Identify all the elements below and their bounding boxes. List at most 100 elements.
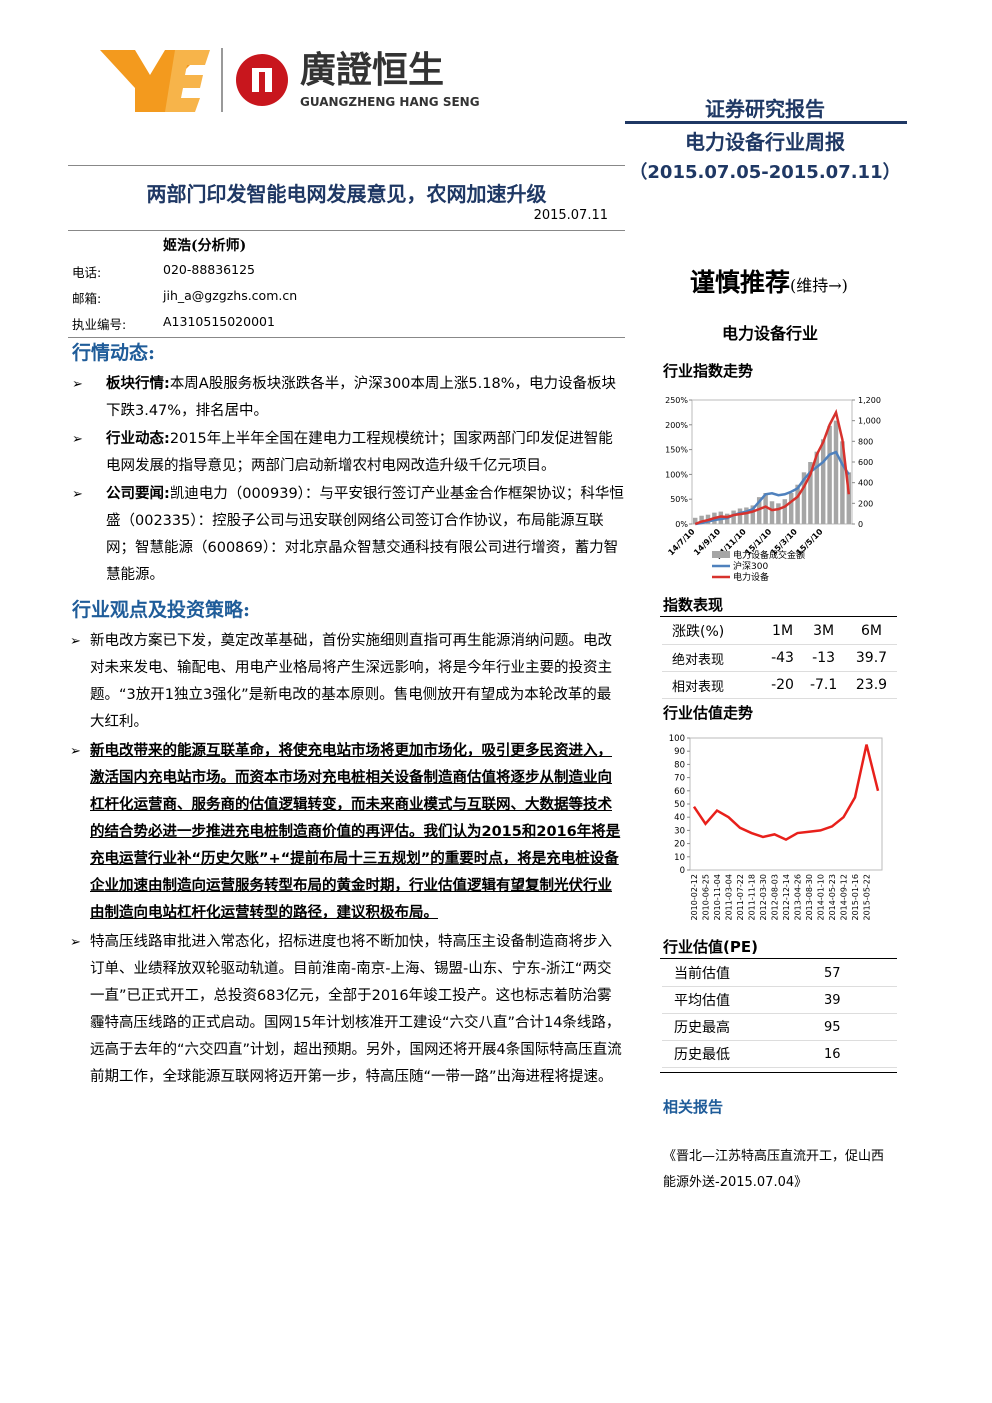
legend-label: 电力设备: [733, 571, 769, 583]
y2-tick-label: 800: [858, 437, 873, 446]
line: [694, 408, 851, 526]
logo-text: 廣證恒生: [300, 49, 444, 91]
table-cell: 95: [824, 1013, 897, 1041]
x-tick-label: 2010-06-25: [702, 874, 711, 921]
related-title: 相关报告: [663, 1098, 724, 1116]
info-value: 020-88836125: [163, 262, 255, 277]
bar: [737, 508, 743, 524]
rule: [68, 165, 625, 166]
chart-title: 行业指数走势: [663, 362, 754, 380]
table-cell: 历史最高: [662, 1013, 824, 1041]
y-tick-label: 100%: [665, 470, 688, 479]
rule: [68, 337, 625, 338]
y-tick-label: 0%: [675, 520, 688, 529]
bar: [820, 439, 826, 524]
bar: [750, 505, 756, 524]
y-tick-label: 60: [674, 787, 685, 797]
table-row: 涨跌(%) 1M 3M 6M: [662, 618, 897, 645]
item-text: 2015年上半年全国在建电力工程规模统计；国家两部门印发促进智能电网发展的指导意…: [106, 431, 613, 474]
x-tick-label: 2011-07-22: [736, 874, 745, 921]
bar: [814, 451, 820, 524]
table-row: 历史最高 95: [662, 1013, 897, 1041]
x-tick-label: 2011-03-04: [725, 874, 734, 921]
analyst-name: 姬浩(分析师): [163, 238, 247, 254]
y-tick-label: 30: [674, 826, 685, 836]
y2-tick-label: 1,200: [858, 396, 881, 405]
table-cell: -7.1: [801, 671, 846, 699]
x-tick-label: 2010-11-04: [713, 874, 722, 921]
y2-tick-label: 400: [858, 479, 873, 488]
logo-sub: GUANGZHENG HANG SENG: [300, 95, 480, 109]
index-chart: 0% 50% 100% 150% 200% 250% 0 200 400 600 800 1,000 1…: [665, 396, 881, 583]
bar: [756, 497, 762, 524]
rule: [660, 958, 897, 959]
bar: [801, 472, 807, 524]
y2-tick-label: 600: [858, 458, 873, 467]
related-item: 《晋北—江苏特高压直流开工，促山西能源外送-2015.07.04》: [663, 1149, 885, 1190]
x-tick-label: 2014-01-10: [817, 874, 826, 921]
bar: [808, 462, 813, 524]
list-item: 板块行情:本周A股服务板块涨跌各半，沪深300本周上涨5.18%，电力设备板块下…: [68, 371, 625, 425]
table-cell: -20: [763, 671, 802, 699]
related-list: 《晋北—江苏特高压直流开工，促山西能源外送-2015.07.04》: [663, 1144, 895, 1196]
y-tick-label: 70: [674, 774, 685, 784]
item-text: 本周A股服务板块涨跌各半，沪深300本周上涨5.18%，电力设备板块下跌3.47…: [106, 376, 616, 419]
table-cell: 57: [824, 960, 897, 987]
plot-frame: [689, 737, 883, 871]
y-tick-label: 150%: [665, 446, 688, 455]
rating-value: 谨慎推荐: [690, 268, 791, 297]
rating-note: (维持→): [790, 276, 848, 295]
bar: [833, 420, 839, 524]
y-tick-label: 100: [669, 734, 685, 744]
section-heading: 行情动态:: [72, 342, 156, 364]
x-tick-label: 2012-12-14: [782, 874, 791, 921]
main-column: 行情动态: 板块行情:本周A股服务板块涨跌各半，沪深300本周上涨5.18%，电…: [68, 340, 625, 1093]
table-cell: 平均估值: [662, 986, 824, 1014]
rule: [68, 230, 625, 231]
title: 两部门印发智能电网发展意见，农网加速升级: [146, 182, 547, 206]
bar: [827, 425, 832, 524]
paragraph: 特高压线路审批进入常态化，招标进度也将不断加快，特高压主设备制造商将步入订单、业…: [68, 929, 625, 1091]
chart-title: 行业估值走势: [663, 704, 754, 722]
y-tick-label: 50%: [670, 495, 688, 504]
rating: 谨慎推荐(维持→): [690, 263, 848, 299]
paragraph: 新电改方案已下发，奠定改革基础，首份实施细则直指可再生能源消纳问题。电改对未来发…: [68, 628, 625, 736]
info-label: 邮箱:: [72, 291, 102, 306]
table-header: 1M: [763, 618, 802, 645]
y2-tick-label: 1,000: [858, 417, 881, 426]
bar: [840, 441, 845, 524]
paragraph: 新电改带来的能源互联革命，将使充电站市场将更加市场化，吸引更多民资进入，激活国内…: [68, 738, 625, 927]
table-title: 行业估值(PE): [663, 938, 758, 956]
valuation-chart: 0 10 20 30 40 50 60 70 80 90 100 2010-02-12 2010-06-…: [669, 734, 883, 921]
info-value: A1310515020001: [163, 314, 275, 329]
table-row: 绝对表现 -43 -13 39.7: [662, 644, 897, 672]
x-tick-label: 2013-04-26: [794, 874, 803, 921]
x-tick-label: 2015-05-22: [863, 874, 872, 921]
legend-swatch: [712, 551, 730, 558]
x-tick-label: 2011-11-18: [748, 874, 757, 921]
y2-tick-label: 0: [858, 520, 863, 529]
legend-label: 电力设备成交金额: [733, 549, 805, 561]
y-tick-label: 10: [674, 853, 685, 863]
bar: [776, 503, 781, 524]
info-value: jih_a@gzgzhs.com.cn: [163, 288, 298, 303]
bar: [788, 493, 794, 524]
list-item: 行业动态:2015年上半年全国在建电力工程规模统计；国家两部门印发促进智能电网发…: [68, 426, 625, 480]
market-list: 板块行情:本周A股服务板块涨跌各半，沪深300本周上涨5.18%，电力设备板块下…: [68, 371, 625, 589]
table-cell: -43: [763, 644, 802, 672]
table-cell: 39.7: [845, 644, 897, 672]
x-tick-label: 2015-01-16: [851, 874, 860, 921]
table-cell: 历史最低: [662, 1040, 824, 1068]
item-label: 行业动态:: [106, 431, 170, 447]
line: [692, 744, 880, 842]
y-tick-label: 50: [674, 800, 685, 810]
y-tick-label: 0: [680, 866, 685, 876]
y-tick-label: 200%: [665, 421, 688, 430]
y-tick-label: 80: [674, 760, 685, 770]
table-cell: 当前估值: [662, 960, 824, 987]
report-name: 电力设备行业周报: [685, 130, 845, 154]
list-item: 公司要闻:凯迪电力（000939）：与平安银行签订产业基金合作框架协议；科华恒盛…: [68, 481, 625, 589]
bar: [846, 472, 852, 524]
info-label: 电话:: [72, 265, 102, 280]
